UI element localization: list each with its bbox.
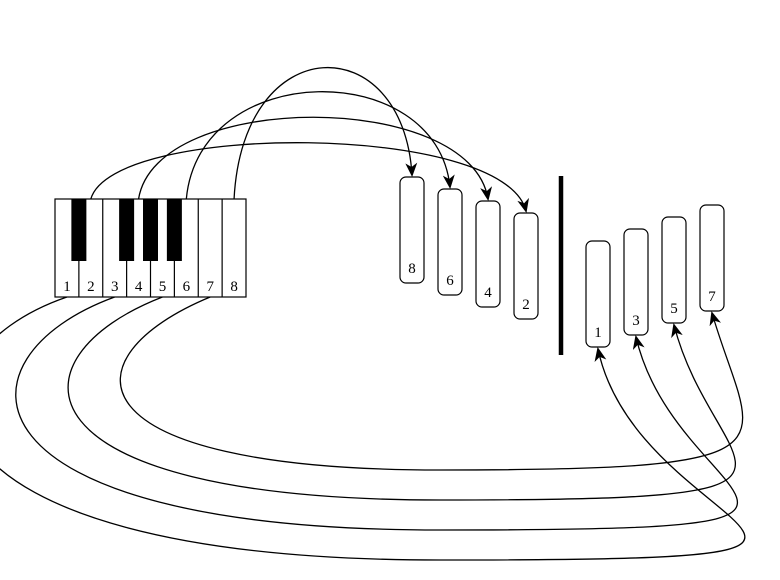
diagram-canvas: 12345678 8642 1357 — [0, 0, 780, 580]
target-group-right: 1 3 5 7 — [586, 205, 724, 347]
white-key-label: 4 — [135, 279, 143, 295]
target-label: 1 — [594, 325, 602, 341]
arcs-bottom-group — [0, 297, 745, 560]
arcs-top-group — [91, 68, 526, 211]
white-key-label: 2 — [87, 279, 95, 295]
black-key — [71, 199, 86, 261]
target-label: 3 — [632, 313, 640, 329]
piano-keyboard: 12345678 — [55, 199, 246, 297]
black-key — [143, 199, 158, 261]
arc-top — [234, 68, 412, 199]
target-label: 5 — [670, 301, 678, 317]
target-label: 4 — [484, 285, 492, 301]
target-label: 2 — [522, 297, 530, 313]
white-key-label: 8 — [230, 279, 238, 295]
target-label: 8 — [408, 261, 416, 277]
arc-top — [139, 117, 488, 199]
white-key-label: 5 — [159, 279, 167, 295]
white-key-label: 7 — [206, 279, 214, 295]
arc-bottom — [0, 297, 745, 560]
white-key-label: 3 — [111, 279, 119, 295]
white-key-label: 1 — [63, 279, 71, 295]
target-label: 7 — [708, 289, 716, 305]
target-group-left: 8 6 4 2 — [400, 177, 538, 319]
white-key-label: 6 — [183, 279, 191, 295]
black-key — [167, 199, 182, 261]
target-label: 6 — [446, 273, 454, 289]
black-key — [119, 199, 134, 261]
